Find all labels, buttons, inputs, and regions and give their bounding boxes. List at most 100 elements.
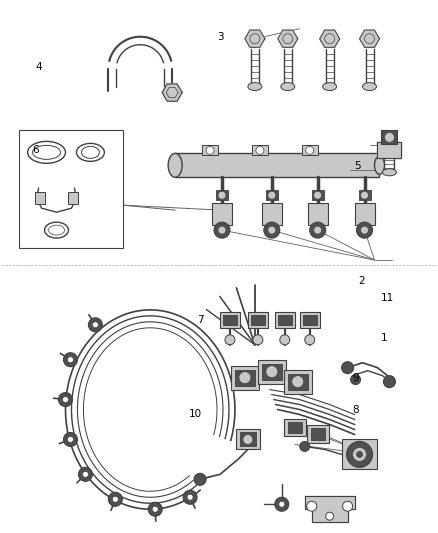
Circle shape bbox=[314, 191, 321, 199]
Circle shape bbox=[384, 376, 396, 387]
Circle shape bbox=[314, 226, 321, 234]
Circle shape bbox=[326, 512, 334, 520]
Circle shape bbox=[194, 473, 206, 486]
Polygon shape bbox=[378, 142, 401, 158]
Text: 8: 8 bbox=[352, 405, 359, 415]
Bar bbox=[278, 315, 292, 325]
Circle shape bbox=[206, 147, 214, 155]
Bar bbox=[381, 131, 397, 144]
Bar bbox=[275, 312, 295, 328]
Bar bbox=[342, 439, 378, 470]
Circle shape bbox=[67, 437, 74, 442]
Circle shape bbox=[225, 335, 235, 345]
Circle shape bbox=[250, 34, 260, 44]
Circle shape bbox=[360, 191, 368, 199]
Circle shape bbox=[78, 467, 92, 481]
Circle shape bbox=[357, 222, 372, 238]
Circle shape bbox=[82, 471, 88, 478]
Polygon shape bbox=[360, 30, 379, 47]
Circle shape bbox=[306, 147, 314, 155]
Bar bbox=[308, 203, 328, 225]
Circle shape bbox=[307, 501, 317, 511]
Circle shape bbox=[279, 501, 285, 507]
Circle shape bbox=[183, 490, 197, 504]
Ellipse shape bbox=[248, 83, 262, 91]
Circle shape bbox=[92, 322, 99, 328]
Ellipse shape bbox=[382, 169, 396, 176]
Polygon shape bbox=[245, 30, 265, 47]
Polygon shape bbox=[320, 30, 339, 47]
Circle shape bbox=[280, 335, 290, 345]
Circle shape bbox=[357, 451, 363, 457]
Bar bbox=[236, 430, 260, 449]
Text: 9: 9 bbox=[352, 373, 359, 383]
Ellipse shape bbox=[323, 83, 337, 91]
Bar bbox=[258, 360, 286, 384]
Circle shape bbox=[360, 226, 368, 234]
Bar bbox=[266, 190, 278, 200]
Polygon shape bbox=[305, 496, 355, 522]
Circle shape bbox=[364, 34, 374, 44]
Circle shape bbox=[214, 222, 230, 238]
Bar bbox=[248, 312, 268, 328]
Bar bbox=[216, 190, 228, 200]
Bar bbox=[220, 312, 240, 328]
Bar bbox=[235, 370, 255, 385]
Bar bbox=[288, 422, 302, 433]
Bar bbox=[19, 131, 124, 248]
Bar bbox=[307, 425, 328, 443]
Bar bbox=[202, 146, 218, 155]
Bar bbox=[312, 190, 324, 200]
Circle shape bbox=[243, 434, 253, 445]
Circle shape bbox=[67, 357, 74, 362]
Ellipse shape bbox=[363, 83, 377, 91]
Circle shape bbox=[108, 492, 122, 506]
Circle shape bbox=[59, 393, 72, 407]
Ellipse shape bbox=[281, 83, 295, 91]
Text: 11: 11 bbox=[381, 293, 394, 303]
Circle shape bbox=[300, 441, 310, 451]
Circle shape bbox=[346, 441, 372, 467]
Text: 10: 10 bbox=[188, 409, 201, 419]
Circle shape bbox=[218, 226, 226, 234]
Bar bbox=[300, 312, 320, 328]
Bar bbox=[231, 366, 259, 390]
Circle shape bbox=[266, 366, 278, 378]
Bar bbox=[303, 315, 317, 325]
Circle shape bbox=[268, 226, 276, 234]
Text: 3: 3 bbox=[217, 32, 223, 42]
Circle shape bbox=[325, 34, 335, 44]
Circle shape bbox=[310, 222, 326, 238]
Circle shape bbox=[112, 496, 118, 502]
Text: 7: 7 bbox=[197, 314, 204, 325]
Circle shape bbox=[148, 502, 162, 516]
Bar bbox=[175, 154, 379, 177]
Ellipse shape bbox=[374, 156, 385, 174]
Bar bbox=[288, 374, 308, 390]
Bar bbox=[251, 315, 265, 325]
Bar bbox=[302, 146, 318, 155]
Circle shape bbox=[152, 506, 158, 512]
Circle shape bbox=[64, 432, 78, 447]
Circle shape bbox=[187, 494, 193, 500]
Bar bbox=[212, 203, 232, 225]
Circle shape bbox=[218, 191, 226, 199]
Bar bbox=[223, 315, 237, 325]
Polygon shape bbox=[278, 30, 298, 47]
Bar bbox=[240, 432, 256, 447]
Text: 5: 5 bbox=[354, 160, 361, 171]
Bar bbox=[252, 146, 268, 155]
Circle shape bbox=[63, 397, 68, 402]
Text: 1: 1 bbox=[381, 333, 387, 343]
Circle shape bbox=[239, 372, 251, 384]
Bar bbox=[359, 190, 371, 200]
Circle shape bbox=[275, 497, 289, 511]
Bar bbox=[35, 192, 45, 204]
Bar bbox=[262, 364, 282, 379]
Circle shape bbox=[88, 318, 102, 332]
Circle shape bbox=[64, 353, 78, 367]
Text: 2: 2 bbox=[359, 277, 365, 286]
Bar bbox=[284, 418, 306, 437]
Circle shape bbox=[292, 376, 304, 387]
Circle shape bbox=[305, 335, 314, 345]
